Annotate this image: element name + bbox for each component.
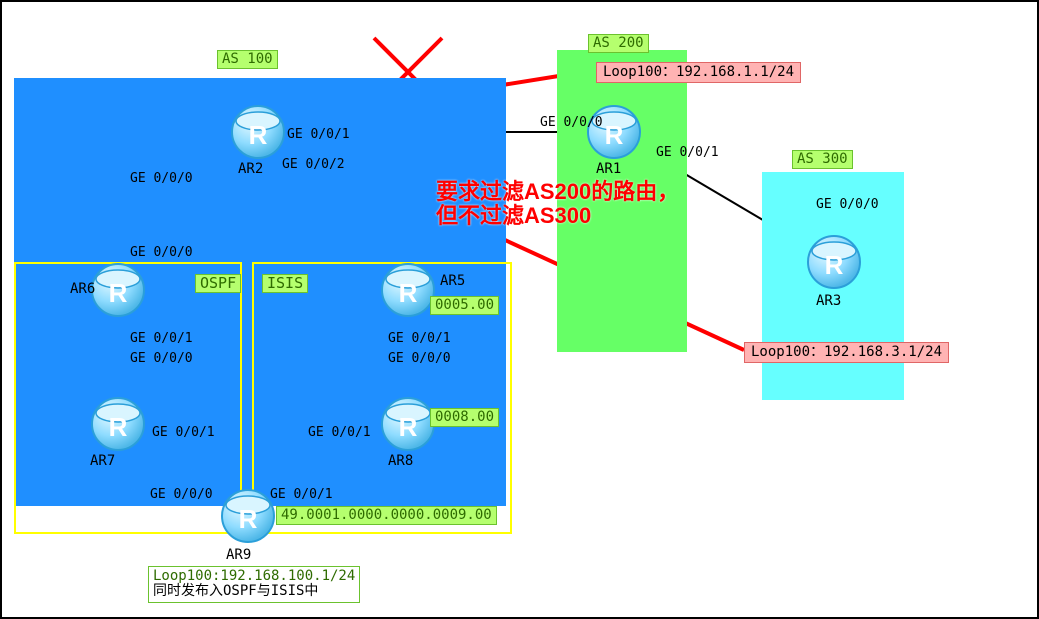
filter-annotation: 要求过滤AS200的路由，但不过滤AS300 [436, 180, 679, 228]
region-label-as100: AS 100 [217, 50, 278, 69]
iflabel-1: GE 0/0/1 [287, 128, 350, 142]
loopback-ar3: Loop100：192.168.3.1/24 [744, 342, 949, 363]
router-label-AR6: AR6 [70, 282, 95, 297]
iflabel-8: GE 0/0/1 [270, 488, 333, 502]
router-AR8: R [378, 394, 438, 454]
iflabel-14: GE 0/0/0 [816, 198, 879, 212]
iflabel-4: GE 0/0/1 [130, 332, 193, 346]
router-label-AR7: AR7 [90, 454, 115, 469]
router-label-AR8: AR8 [388, 454, 413, 469]
region-label-as300: AS 300 [792, 150, 853, 169]
router-label-AR5: AR5 [440, 274, 465, 289]
iflabel-3: GE 0/0/0 [130, 246, 193, 260]
router-AR7: R [88, 394, 148, 454]
iflabel-2: GE 0/0/2 [282, 158, 345, 172]
router-AR6: R [88, 260, 148, 320]
loopback-ar1: Loop100：192.168.1.1/24 [596, 62, 801, 83]
ar9-info-box: Loop100:192.168.100.1/24同时发布入OSPF与ISIS中 [148, 566, 360, 603]
router-AR3: R [804, 232, 864, 292]
svg-text:R: R [109, 412, 128, 442]
isis_box-label: ISIS [262, 274, 308, 293]
iflabel-12: GE 0/0/0 [540, 116, 603, 130]
netid-AR9: 49.0001.0000.0000.0009.00 [276, 506, 497, 525]
iflabel-5: GE 0/0/0 [130, 352, 193, 366]
router-AR9: R [218, 486, 278, 546]
svg-text:R: R [239, 504, 258, 534]
svg-text:R: R [109, 278, 128, 308]
diagram-stage: AS 100 AS 200 AS 300 OSPF ISIS R AR2 R AR6 R… [0, 0, 1039, 619]
svg-text:R: R [249, 120, 268, 150]
netid-AR5: 0005.00 [430, 296, 499, 315]
svg-text:R: R [399, 412, 418, 442]
router-label-AR2: AR2 [238, 162, 263, 177]
svg-text:R: R [605, 120, 624, 150]
iflabel-13: GE 0/0/1 [656, 146, 719, 160]
router-AR2: R [228, 102, 288, 162]
router-label-AR9: AR9 [226, 548, 251, 563]
ospf_box-label: OSPF [195, 274, 241, 293]
router-AR1: R [584, 102, 644, 162]
svg-text:R: R [399, 278, 418, 308]
iflabel-7: GE 0/0/0 [150, 488, 213, 502]
iflabel-6: GE 0/0/1 [152, 426, 215, 440]
router-AR5: R [378, 260, 438, 320]
iflabel-0: GE 0/0/0 [130, 172, 193, 186]
iflabel-9: GE 0/0/1 [308, 426, 371, 440]
netid-AR8: 0008.00 [430, 408, 499, 427]
region-label-as200: AS 200 [588, 34, 649, 53]
iflabel-11: GE 0/0/1 [388, 332, 451, 346]
router-label-AR1: AR1 [596, 162, 621, 177]
iflabel-10: GE 0/0/0 [388, 352, 451, 366]
router-label-AR3: AR3 [816, 294, 841, 309]
svg-text:R: R [825, 250, 844, 280]
